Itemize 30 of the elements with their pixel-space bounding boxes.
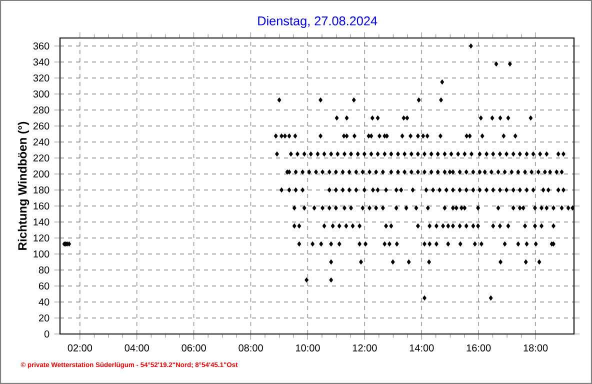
y-tick-label: 180: [34, 186, 50, 194]
y-tick-label: 60: [38, 282, 50, 290]
y-tick-label: 280: [33, 106, 50, 114]
x-tick-label: 08:00: [238, 344, 263, 352]
x-tick-label: 14:00: [410, 344, 434, 352]
y-tick-label: 220: [33, 154, 50, 162]
y-tick-label: 140: [34, 218, 50, 226]
y-tick-label: 360: [33, 42, 50, 50]
y-tick-label: 20: [38, 314, 50, 322]
x-tick-label: 16:00: [466, 344, 491, 352]
y-tick-label: 0: [44, 330, 50, 338]
y-tick-label: 260: [33, 122, 50, 130]
y-axis-title: Richtung Windböen (°): [18, 122, 30, 250]
x-tick-label: 10:00: [296, 344, 320, 352]
y-tick-label: 340: [33, 58, 50, 66]
x-tick-label: 18:00: [524, 344, 548, 352]
y-tick-label: 120: [34, 234, 50, 242]
chart-title: Dienstag, 27.08.2024: [258, 16, 378, 28]
y-tick-label: 200: [33, 170, 50, 178]
y-tick-label: 80: [38, 266, 50, 274]
y-tick-label: 40: [38, 298, 50, 306]
y-tick-label: 160: [34, 202, 50, 210]
x-tick-label: 02:00: [68, 344, 92, 352]
x-tick-label: 12:00: [352, 344, 377, 352]
x-tick-label: 06:00: [182, 344, 206, 352]
y-tick-label: 100: [34, 250, 50, 258]
y-tick-label: 300: [33, 90, 50, 98]
y-tick-label: 320: [33, 74, 50, 82]
x-tick-label: 04:00: [124, 344, 150, 352]
y-tick-label: 240: [33, 138, 50, 146]
